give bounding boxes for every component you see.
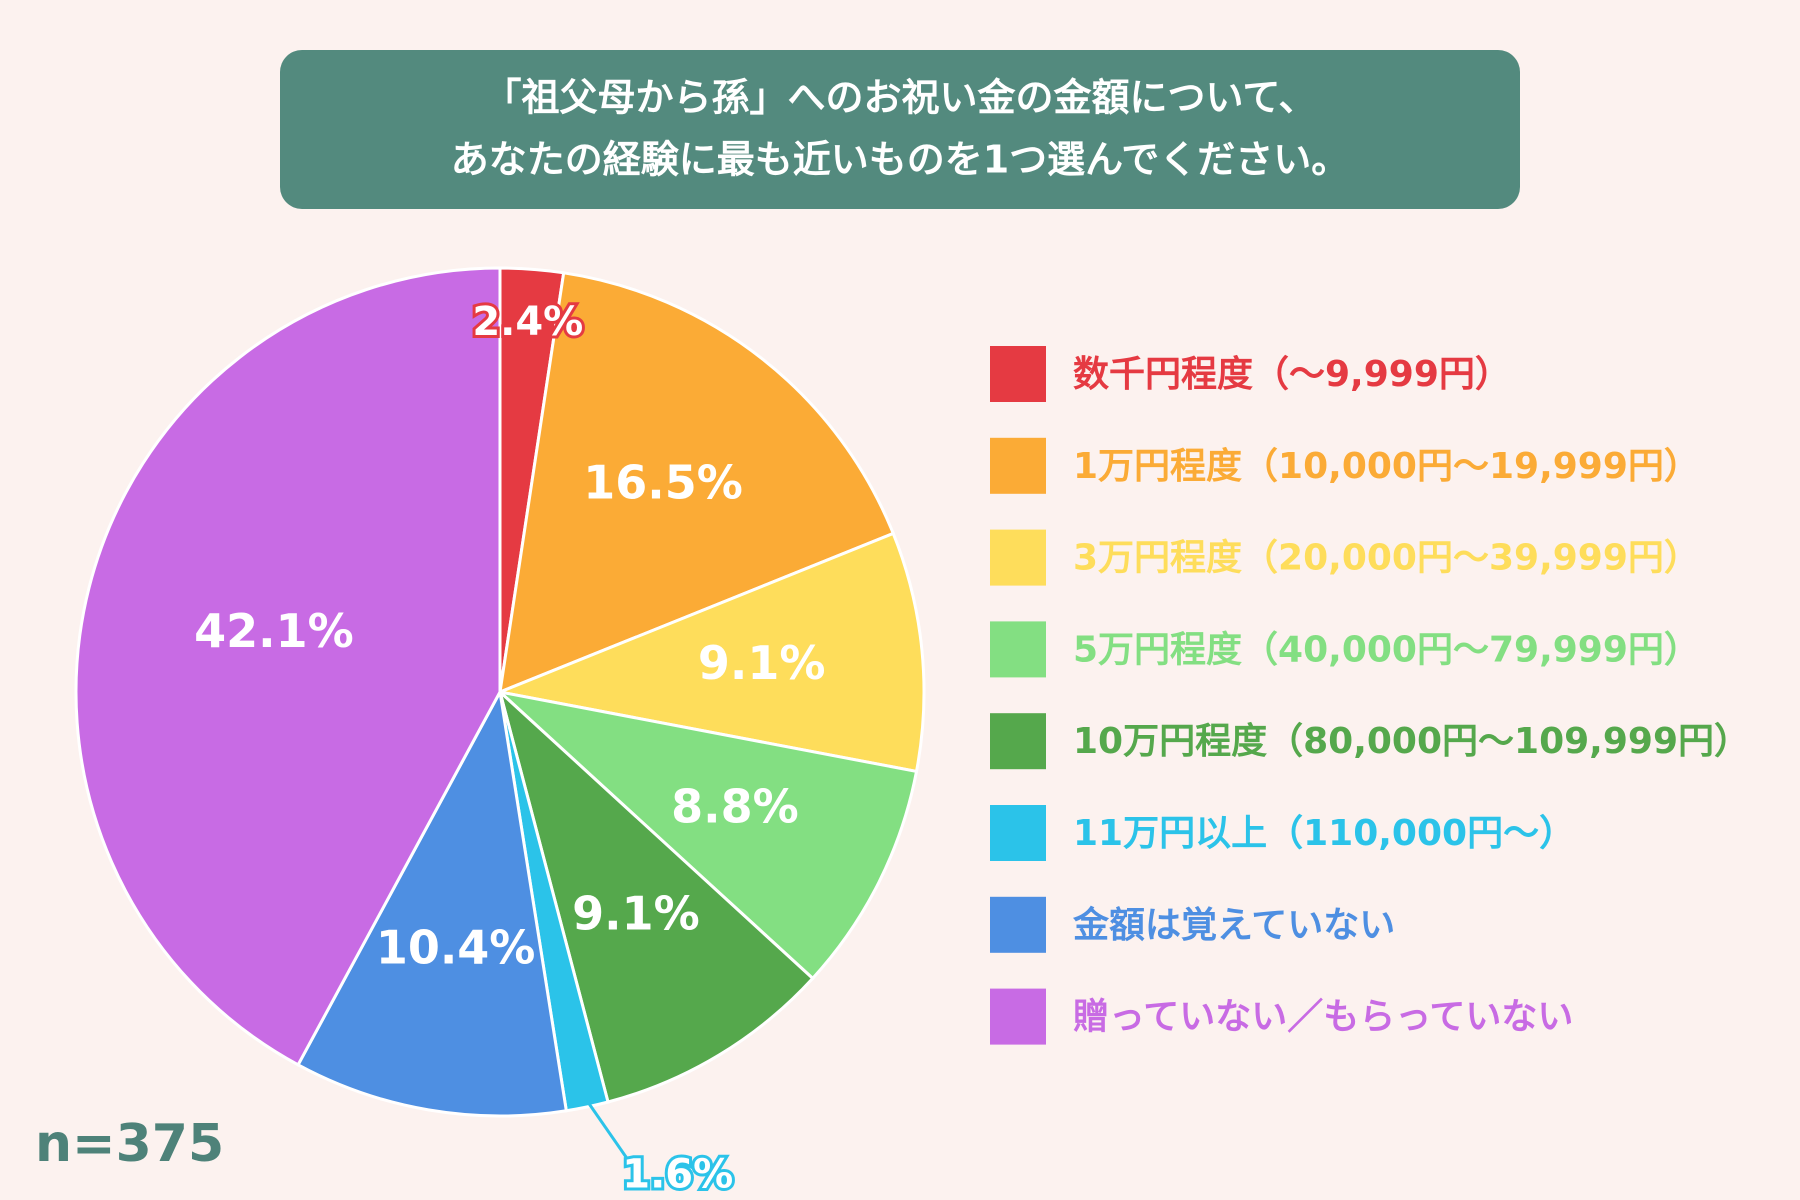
data-label: 2.4% bbox=[472, 299, 583, 345]
data-label: 1.6% bbox=[622, 1152, 733, 1198]
legend-swatch bbox=[990, 346, 1046, 402]
legend-swatch bbox=[990, 988, 1046, 1045]
leader-line bbox=[584, 1097, 634, 1168]
legend-label: 10万円程度（80,000円〜109,999円） bbox=[1073, 721, 1750, 762]
chart-title: あなたの経験に最も近いものを1つ選んでください。 bbox=[451, 138, 1350, 182]
data-label: 9.1% bbox=[572, 887, 700, 941]
chart-title: 「祖父母から孫」へのお祝い金の金額について、 bbox=[484, 76, 1317, 120]
pie-slice bbox=[498, 271, 896, 695]
legend-swatch bbox=[990, 896, 1046, 953]
data-label: 16.5% bbox=[583, 455, 743, 509]
legend-swatch bbox=[990, 713, 1046, 770]
legend-swatch bbox=[990, 621, 1046, 678]
legend-label: 11万円以上（110,000円〜） bbox=[1073, 813, 1575, 854]
title-box bbox=[280, 50, 1520, 209]
legend-swatch bbox=[990, 437, 1046, 494]
data-label: 9.1% bbox=[698, 636, 826, 690]
legend-label: 数千円程度（〜9,999円） bbox=[1073, 354, 1511, 395]
legend-swatch bbox=[990, 805, 1046, 861]
legend-label: 金額は覚えていない bbox=[1072, 904, 1395, 946]
data-label: 10.4% bbox=[376, 921, 536, 975]
data-label: 8.8% bbox=[671, 779, 799, 833]
pie-slice bbox=[495, 689, 919, 981]
legend-label: 5万円程度（40,000円〜79,999円） bbox=[1073, 629, 1700, 670]
pie-slice bbox=[497, 687, 815, 1104]
legend-swatch bbox=[990, 529, 1046, 586]
pie-slice bbox=[296, 687, 569, 1118]
sample-size: n=375 bbox=[35, 1114, 224, 1174]
legend-label: 贈っていない／もらっていない bbox=[1073, 997, 1573, 1038]
pie-slice bbox=[74, 266, 502, 1067]
legend-label: 1万円程度（10,000円〜19,999円） bbox=[1073, 446, 1700, 487]
legend-label: 3万円程度（20,000円〜39,999円） bbox=[1073, 538, 1700, 579]
data-label: 42.1% bbox=[194, 604, 354, 658]
